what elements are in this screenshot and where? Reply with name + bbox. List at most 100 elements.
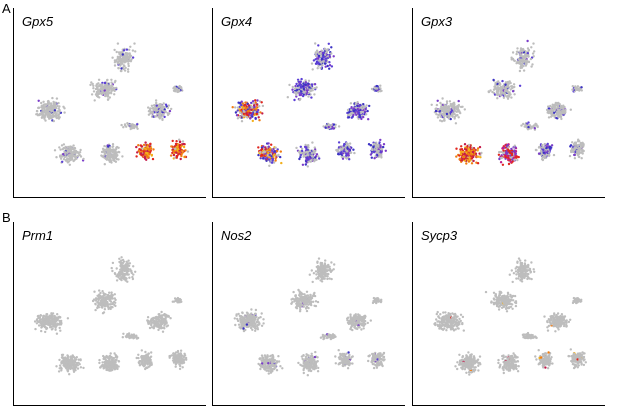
cell-dot [272,154,275,157]
cell-dot [543,142,546,146]
cell-dot [45,327,49,330]
cell-dot [172,150,175,153]
cell-dot [118,60,122,63]
cell-dot [94,308,97,312]
cell-dot [147,110,151,113]
cell-dot [262,145,265,148]
cell-dot [98,92,101,95]
cell-dot [59,157,63,160]
cell-dot [51,115,54,118]
cell-dot [64,159,68,162]
cell-dot [271,149,274,153]
cell-dot [456,106,460,109]
cell-dot [104,366,107,369]
cell-dot [296,88,299,92]
cell-dot [107,306,110,309]
cell-dot [306,84,310,87]
cell-dot [330,123,333,127]
cell-dot [472,155,475,159]
cell-dot [74,157,78,160]
cell-dot [152,108,156,111]
cell-dot [78,151,82,154]
cell-dot [136,127,139,130]
cell-dot [75,151,78,154]
cell-dot [463,157,466,161]
cell-dot [312,59,316,62]
cell-dot [143,155,147,158]
cell-dot [319,66,322,70]
cell-dot [348,142,352,145]
cell-dot [44,119,47,122]
cell-dot [157,328,160,332]
cell-dot [163,318,166,322]
cell-dot [260,153,264,156]
cell-dot [533,50,536,53]
cell-dot [120,256,123,259]
cell-dot [547,105,550,108]
cell-dot [355,109,358,112]
cell-dot [145,148,148,151]
cell-dot [504,154,507,158]
cell-dot [95,84,98,88]
cell-dot [347,116,351,119]
cell-dot [317,54,321,57]
cell-dot [461,105,464,109]
cell-dot [125,273,128,276]
cell-dot [104,301,107,305]
cell-dot [527,55,530,58]
cell-dot [96,294,99,297]
cell-dot [240,103,243,107]
cell-dot [119,51,122,54]
cell-dot [172,87,175,90]
cell-dot [114,272,117,276]
cell-dot [304,81,308,84]
cell-dot [60,144,64,147]
cell-dot [496,89,499,92]
cell-dot [92,299,95,303]
cell-dot [328,63,332,67]
cell-dot [101,89,104,92]
cell-dot [379,87,382,90]
cell-dot [307,144,310,147]
cell-dot [532,42,535,45]
cell-dot [114,79,117,83]
cell-dot [120,272,123,275]
cell-dot [314,51,317,54]
cell-dot [154,99,158,102]
cell-dot [527,126,530,129]
cell-dot [553,115,556,118]
cell-dot [35,109,39,113]
cell-dot [117,276,120,279]
cell-dot [533,127,536,130]
cell-dot [136,151,139,154]
cell-dot [448,100,452,103]
cell-dot [53,149,57,152]
cell-dot [272,161,276,164]
cell-dot [305,89,309,92]
cell-dot [101,312,105,315]
cell-dot [64,153,67,156]
cell-dot [366,109,369,113]
cell-dot [501,146,505,149]
cell-dot [251,115,254,118]
cell-dot [102,292,105,295]
cell-dot [47,102,51,106]
cell-dot [72,144,75,147]
cell-dot [68,163,72,166]
cell-dot [459,148,462,151]
cell-dot [571,141,574,144]
cell-dot [149,142,152,145]
cell-dot [166,106,170,110]
cell-dot [342,150,346,153]
cell-dot [537,152,541,155]
cell-dot [51,317,54,320]
cell-dot [238,115,241,119]
cell-dot [71,152,74,155]
cell-dots [35,42,190,166]
cell-dot [350,106,353,109]
cell-dot [51,112,55,116]
cell-dot [107,364,110,367]
cell-dot [519,50,522,53]
cell-dot [52,119,55,123]
cell-dot [182,151,185,154]
